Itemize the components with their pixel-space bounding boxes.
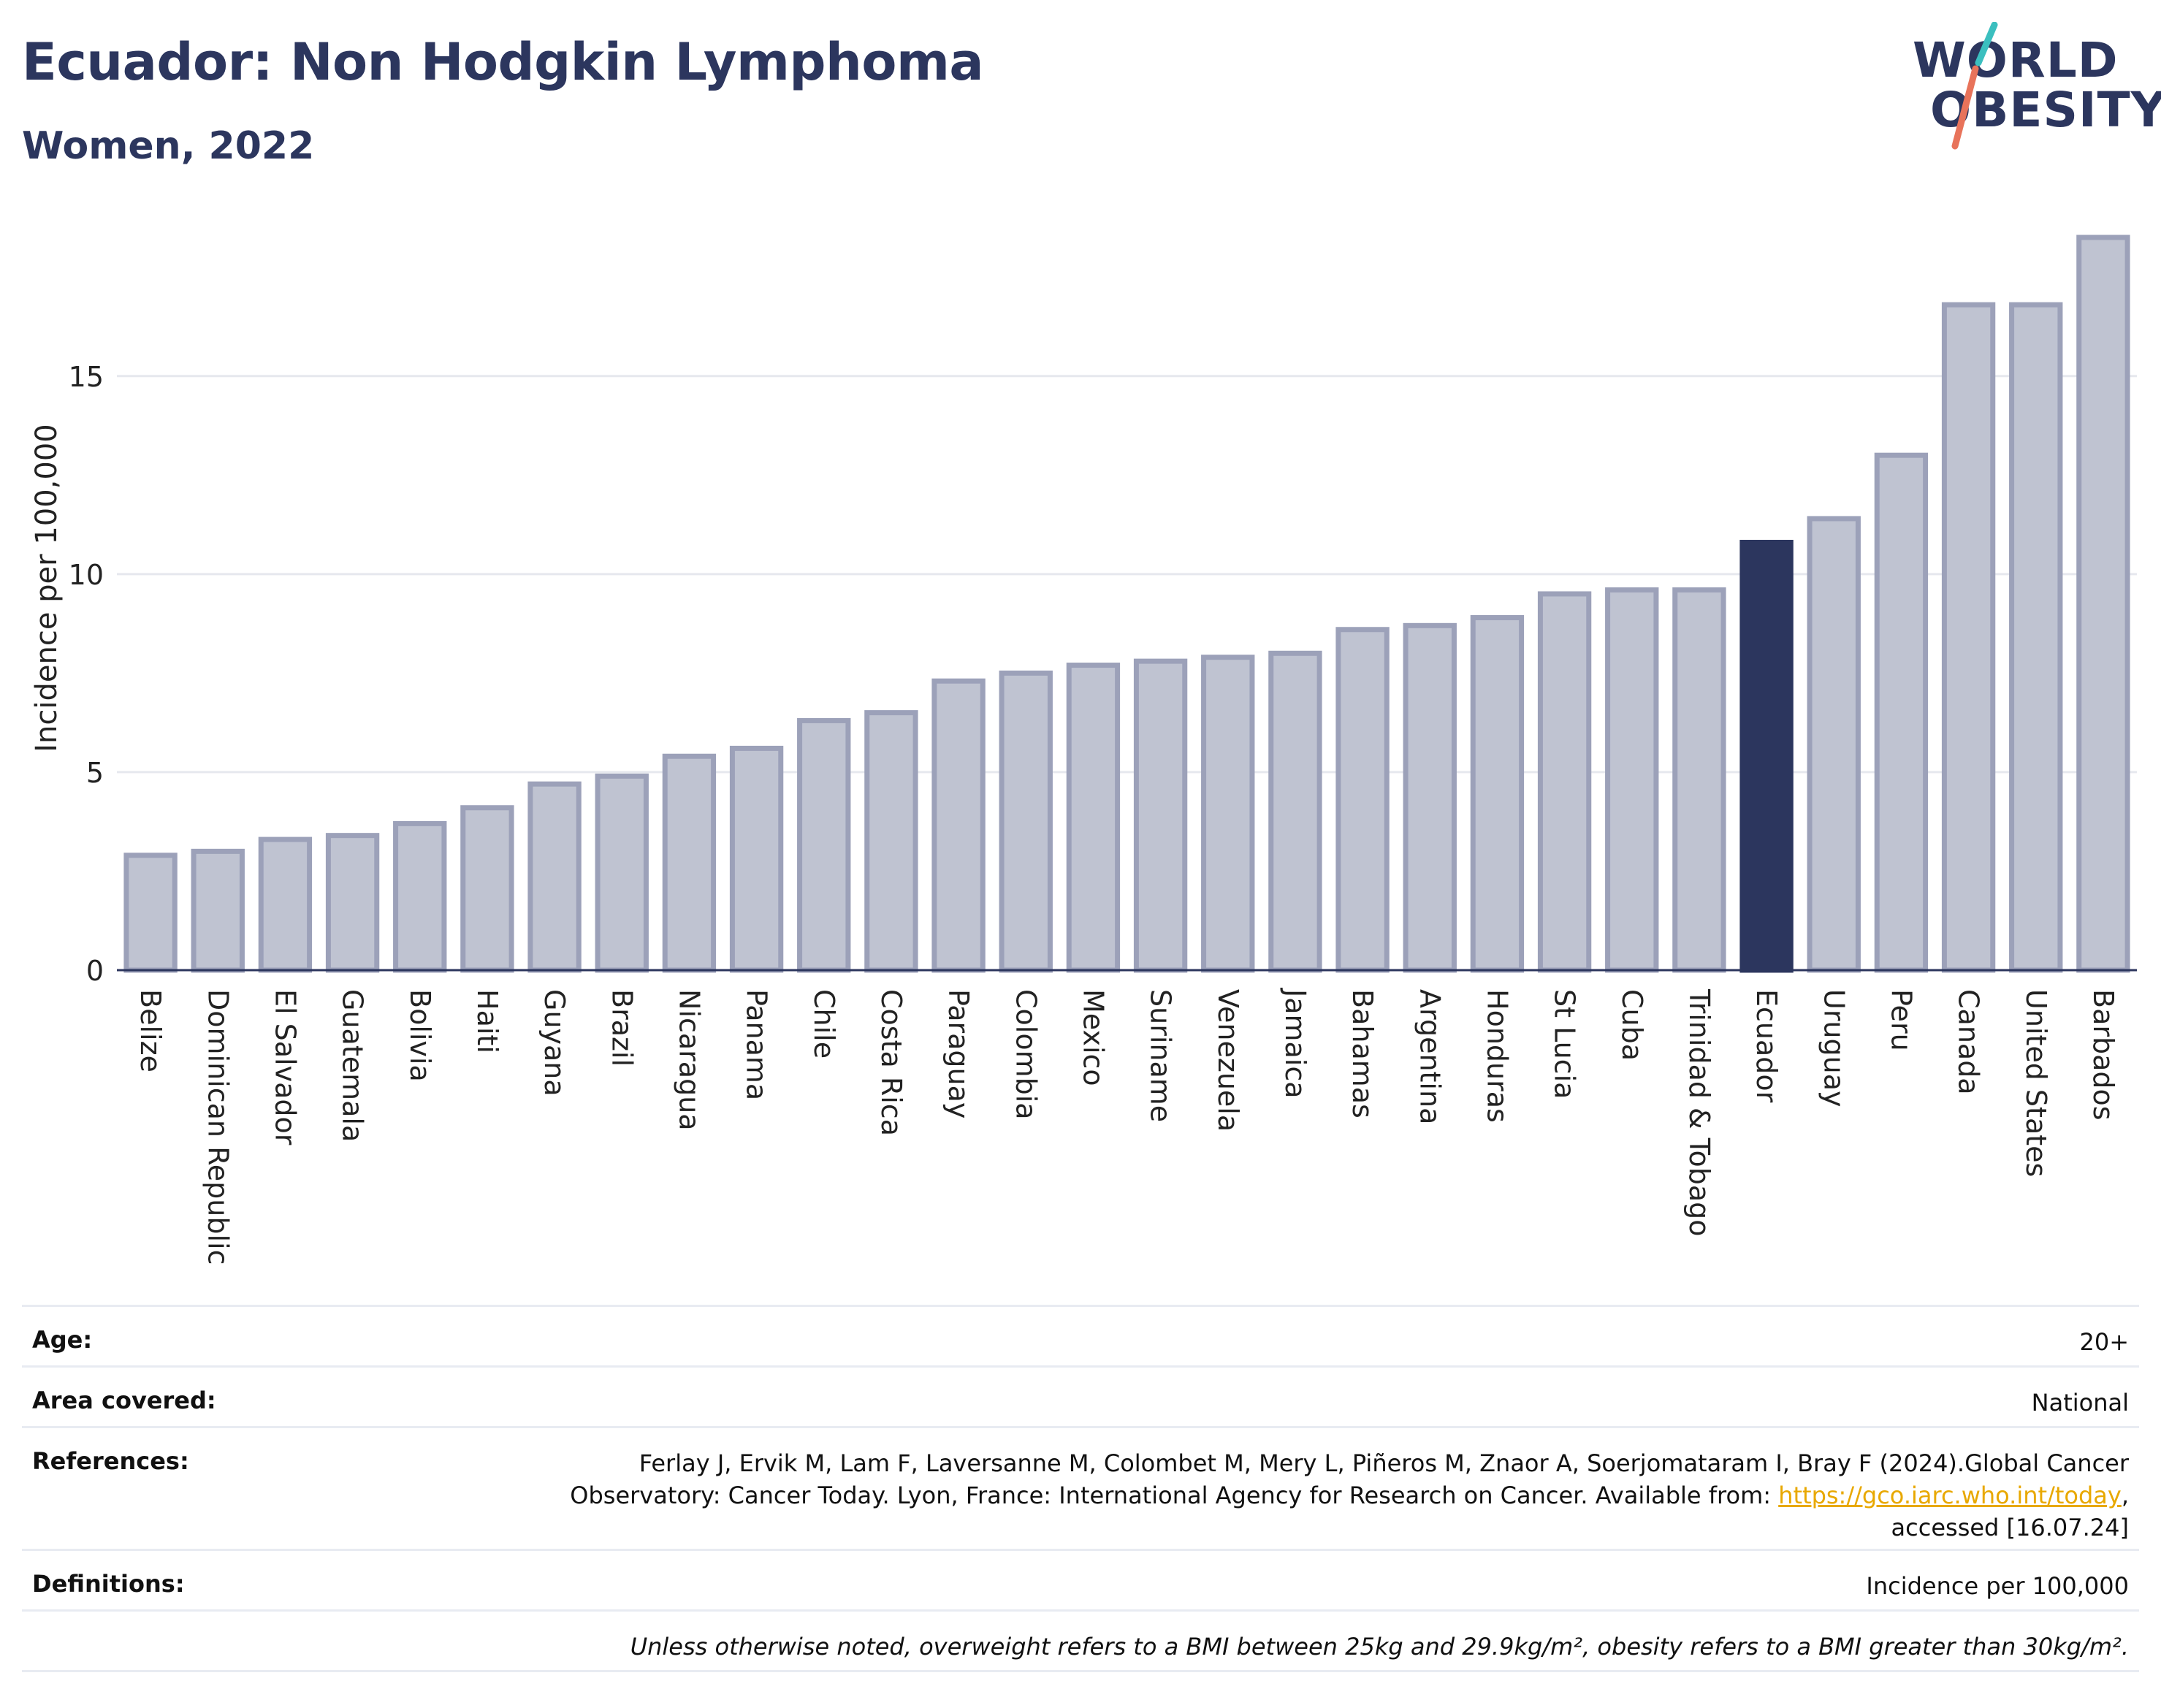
x-tick-label: Uruguay xyxy=(1818,989,1850,1107)
references-label: References: xyxy=(32,1447,189,1475)
page-subtitle: Women, 2022 xyxy=(22,124,315,168)
area-value: National xyxy=(2031,1389,2129,1417)
x-tick-label: Costa Rica xyxy=(875,989,907,1136)
x-tick-label: Bolivia xyxy=(404,989,436,1082)
bar-united-states xyxy=(2009,302,2063,973)
bar-colombia xyxy=(999,670,1053,973)
definitions-label: Definitions: xyxy=(32,1570,185,1598)
references-value: Ferlay J, Ervik M, Lam F, Laversanne M, … xyxy=(570,1428,2129,1544)
area-label: Area covered: xyxy=(32,1387,216,1414)
references-line-3: accessed [16.07.24] xyxy=(1891,1514,2129,1541)
bar-peru xyxy=(1874,452,1929,973)
x-tick-label: Suriname xyxy=(1145,989,1177,1122)
bar-uruguay xyxy=(1807,516,1861,973)
x-tick-label: United States xyxy=(2020,989,2052,1177)
x-tick-label: El Salvador xyxy=(269,989,301,1145)
bar-costa-rica xyxy=(864,710,918,973)
x-tick-label: Jamaica xyxy=(1279,988,1311,1099)
logo-slash-icon xyxy=(1951,22,1998,150)
bar-cuba xyxy=(1605,587,1659,973)
references-line-1: Ferlay J, Ervik M, Lam F, Laversanne M, … xyxy=(639,1449,2129,1477)
x-tick-label: Paraguay xyxy=(942,989,975,1118)
info-table: Age: 20+ Area covered: National Referenc… xyxy=(22,1305,2139,1672)
x-tick-label: Canada xyxy=(1953,989,1985,1095)
x-tick-label: St Lucia xyxy=(1549,989,1581,1099)
x-tick-label: Nicaragua xyxy=(673,989,705,1131)
references-line-2-end: , xyxy=(2121,1482,2129,1509)
x-tick-label: Belize xyxy=(134,989,167,1072)
references-link[interactable]: https://gco.iarc.who.int/today xyxy=(1778,1482,2122,1509)
bar-haiti xyxy=(460,805,514,973)
age-label: Age: xyxy=(32,1326,93,1354)
bar-st-lucia xyxy=(1537,591,1592,973)
bar-mexico xyxy=(1066,663,1121,973)
y-tick-label: 10 xyxy=(69,559,104,591)
y-tick-label: 15 xyxy=(69,361,104,393)
definitions-value: Incidence per 100,000 xyxy=(1866,1572,2129,1600)
x-tick-label: Trinidad & Tobago xyxy=(1683,988,1715,1237)
page-title: Ecuador: Non Hodgkin Lymphoma xyxy=(22,32,984,92)
bar-brazil xyxy=(595,773,649,973)
bars xyxy=(123,235,2130,973)
bar-paraguay xyxy=(931,678,986,973)
x-tick-label: Ecuador xyxy=(1750,989,1783,1103)
bar-suriname xyxy=(1133,658,1188,973)
bmi-note: Unless otherwise noted, overweight refer… xyxy=(630,1633,2129,1661)
x-tick-label: Venezuela xyxy=(1212,989,1244,1132)
x-tick-label: Argentina xyxy=(1414,989,1446,1124)
logo-word-world: WORLD xyxy=(1913,32,2119,88)
bar-guatemala xyxy=(325,833,380,973)
x-tick-label: Bahamas xyxy=(1346,989,1379,1118)
info-row-definitions: Definitions: Incidence per 100,000 xyxy=(22,1549,2139,1609)
bar-chart: 0 5 10 15 Belize Dominican Republic El Salvad… xyxy=(69,235,2137,1265)
x-tick-label: Dominican Republic xyxy=(202,989,234,1265)
bar-barbados xyxy=(2076,235,2130,973)
x-tick-label: Barbados xyxy=(2087,989,2119,1121)
x-tick-label: Mexico xyxy=(1077,989,1109,1086)
x-tick-label: Guyana xyxy=(538,989,571,1097)
bar-guyana xyxy=(527,781,582,973)
x-tick-label: Colombia xyxy=(1010,989,1042,1120)
y-tick-label: 0 xyxy=(86,955,104,987)
references-line-2: Observatory: Cancer Today. Lyon, France:… xyxy=(570,1482,1779,1509)
x-tick-label: Peru xyxy=(1885,989,1917,1051)
bar-panama xyxy=(729,745,784,973)
x-tick-label: Guatemala xyxy=(337,989,369,1142)
bar-belize xyxy=(123,853,178,973)
bar-jamaica xyxy=(1268,650,1322,973)
age-value: 20+ xyxy=(2079,1328,2129,1356)
x-tick-label: Honduras xyxy=(1481,989,1513,1123)
bar-venezuela xyxy=(1201,655,1255,973)
y-tick-label: 5 xyxy=(86,757,104,789)
bar-dominican-republic xyxy=(191,848,245,973)
bar-canada xyxy=(1941,302,1996,973)
bar-el-salvador xyxy=(258,836,313,973)
x-tick-label: Haiti xyxy=(471,989,503,1053)
x-tick-label: Chile xyxy=(808,989,840,1059)
bar-trinidad-tobago xyxy=(1672,587,1726,973)
info-row-area: Area covered: National xyxy=(22,1365,2139,1426)
y-axis-title: Incidence per 100,000 xyxy=(30,424,64,752)
bar-bahamas xyxy=(1335,627,1390,973)
world-obesity-logo: WORLD OBESITY xyxy=(1899,22,2161,153)
x-tick-label: Brazil xyxy=(606,989,638,1067)
bar-nicaragua xyxy=(662,753,717,973)
bar-bolivia xyxy=(393,820,447,973)
info-row-references: References: Ferlay J, Ervik M, Lam F, La… xyxy=(22,1426,2139,1549)
y-axis-ticks: 0 5 10 15 xyxy=(69,361,104,987)
info-row-note: Unless otherwise noted, overweight refer… xyxy=(22,1609,2139,1672)
bar-argentina xyxy=(1403,622,1457,973)
x-tick-label: Cuba xyxy=(1616,989,1648,1061)
x-axis-labels: Belize Dominican Republic El Salvador Guate… xyxy=(134,988,2119,1265)
bar-chile xyxy=(797,717,851,973)
grid-lines xyxy=(117,375,2137,774)
bar-honduras xyxy=(1470,614,1525,973)
x-tick-label: Panama xyxy=(741,989,773,1100)
info-row-age: Age: 20+ xyxy=(22,1305,2139,1365)
bar-ecuador xyxy=(1739,539,1794,973)
